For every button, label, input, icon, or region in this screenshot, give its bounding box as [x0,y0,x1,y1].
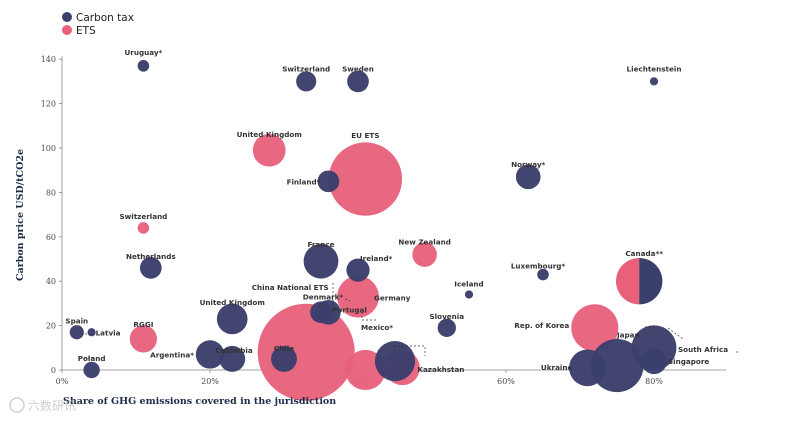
point-carbon-tax [437,318,456,337]
point-label: Ukraine [541,363,573,372]
point-label: Poland [78,354,106,363]
point-label: Sweden [342,64,374,73]
point-label: Netherlands [126,252,176,261]
point-label: RGGI [133,320,153,329]
label-leader-line [361,312,377,321]
point-carbon-tax [216,303,248,335]
point-carbon-tax [515,164,541,190]
point-label: Luxembourg* [511,262,566,271]
point-carbon-tax [569,349,606,387]
point-ets [412,242,437,267]
point-label: Kazakhstan [417,365,464,374]
point-carbon-tax [219,345,246,372]
point-label: Canada** [625,249,663,258]
point-carbon-tax [537,268,549,281]
legend-label-ets: ETS [76,25,96,37]
point-label: New Zealand [398,238,451,247]
point-label: Switzerland [119,212,167,221]
point-label: Norway* [511,160,545,169]
point-label: Slovenia [430,312,465,321]
label-leader-line [344,298,351,302]
point-ets [252,133,286,167]
point-carbon-tax [641,348,667,375]
x-tick-label: 80% [645,377,663,386]
point-label: Spain [65,316,88,325]
point-label: China National ETS [252,283,329,292]
x-axis-title: Share of GHG emissions covered in the ju… [63,396,336,407]
point-carbon-tax [139,257,162,279]
point-label: Denmark* [303,292,344,301]
point-carbon-tax [310,301,332,324]
point-label: Latvia [96,328,121,337]
y-tick-label: 20 [46,322,56,331]
point-carbon-tax [137,60,150,72]
point-label: Argentina* [150,350,194,359]
y-tick-label: 100 [41,144,56,153]
watermark-text: 六数研讯 [28,398,76,413]
point-carbon-tax [195,340,225,369]
y-tick-label: 40 [46,277,56,286]
point-carbon-tax [271,345,297,372]
x-tick-label: 0% [56,377,69,386]
point-labels: Uruguay* Switzerland Sweden Liechtenstein Fi… [65,48,740,374]
point-ets [137,222,150,234]
watermark-logo-icon [9,397,25,413]
point-label: Iceland [454,280,483,289]
point-carbon-tax [83,361,100,379]
watermark: 六数研讯 [9,397,76,413]
y-tick-label: 60 [46,233,56,242]
point-carbon-tax [87,328,96,337]
point-label: Mexico* [361,323,393,332]
point-label: Ireland* [360,254,393,263]
point-ets [257,303,355,401]
legend-marker-ets [62,25,72,35]
point-carbon-tax [69,325,84,340]
y-tick-label: 0 [51,366,56,375]
point-label: Singapore [668,357,709,366]
point-label: EU ETS [351,131,379,140]
x-tick-label: 60% [497,377,515,386]
y-axis-title: Carbon price USD/tCO2e [15,149,26,281]
point-carbon-tax [649,77,659,86]
point-label: Chile [274,344,294,353]
point-label: Colombia [215,346,253,355]
point-label: United Kingdom [237,130,302,139]
point-label: Japan [616,331,640,340]
point-label: South Africa [678,345,728,354]
point-label: France [307,240,334,249]
point-carbon-tax [347,70,369,93]
y-tick-label: 80 [46,188,56,197]
point-carbon-tax [317,170,340,193]
label-leader-line [667,327,684,340]
point-ets [328,142,403,216]
point-label: Liechtenstein [627,64,682,73]
point-label: Rep. of Korea [514,321,569,330]
point-label: Uruguay* [124,48,162,57]
x-tick-label: 20% [201,377,219,386]
legend-label-carbon-tax: Carbon tax [76,12,134,24]
point-carbon-tax [346,258,370,282]
legend-marker-carbon-tax [62,12,72,22]
point-carbon-tax-half [639,258,663,305]
point-carbon-tax [303,243,339,279]
point-carbon-tax [590,338,644,393]
label-leader-line [394,345,426,356]
point-label: United Kingdom [200,298,265,307]
point-carbon-tax [464,290,474,299]
point-carbon-tax [374,341,416,382]
point-carbon-tax [296,71,317,92]
y-tick-label: 140 [41,55,56,64]
series-carbon-tax [69,60,677,393]
point-label: Portugal [332,305,367,314]
y-tick-label: 120 [41,100,56,109]
point-label: Switzerland [282,64,330,73]
point-ets [129,325,157,353]
legend: Carbon tax ETS [62,12,134,37]
point-ets-half [616,258,640,305]
point-ets [571,304,619,352]
point-label: Germany [374,294,411,303]
point-label: Finland* [287,177,321,186]
point-ets [337,275,379,318]
